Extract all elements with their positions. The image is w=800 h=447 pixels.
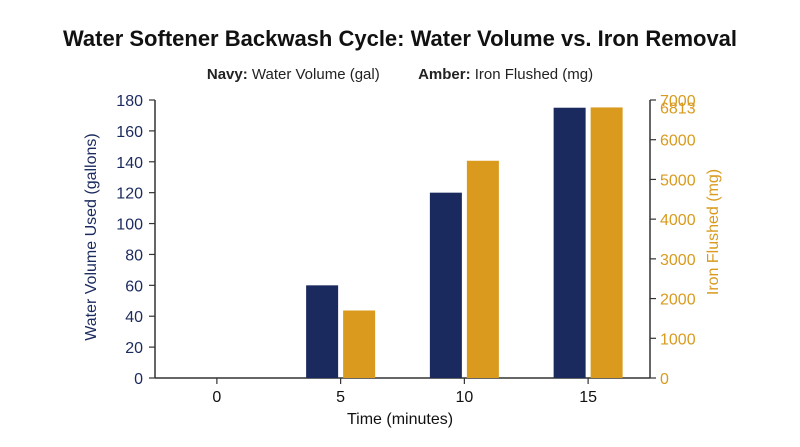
plot-area: 0204060801001201401601800100020003000400… xyxy=(116,93,695,406)
y-right-tick-label: 5000 xyxy=(660,172,696,189)
y-right-tick-label: 4000 xyxy=(660,212,696,229)
legend-label-iron: Iron Flushed (mg) xyxy=(474,66,594,83)
y-right-tick-label: 7000 xyxy=(660,93,696,110)
x-tick-label: 0 xyxy=(212,389,221,406)
y-left-tick-label: 20 xyxy=(125,340,143,357)
bar-water-volume xyxy=(306,285,339,378)
y-left-tick-label: 40 xyxy=(125,309,143,326)
x-axis-title: Time (minutes) xyxy=(347,411,453,428)
y-right-tick-label: 0 xyxy=(660,371,669,388)
legend-key-iron: Amber: xyxy=(418,66,471,83)
y-left-tick-label: 160 xyxy=(116,124,143,141)
y-right-annotation: 6813 xyxy=(660,100,696,117)
bar-iron-flushed xyxy=(466,160,499,378)
x-tick-label: 15 xyxy=(579,389,597,406)
y-left-tick-label: 100 xyxy=(116,217,143,234)
legend-key-volume: Navy: xyxy=(206,66,248,83)
y-left-tick-label: 80 xyxy=(125,247,143,264)
y-left-tick-label: 120 xyxy=(116,186,143,203)
y-right-tick-label: 6000 xyxy=(660,133,696,150)
y-axis-left-title: Water Volume Used (gallons) xyxy=(83,133,100,341)
y-right-tick-label: 2000 xyxy=(660,292,696,309)
bar-iron-flushed xyxy=(590,107,623,378)
y-right-tick-label: 1000 xyxy=(660,331,696,348)
x-tick-label: 5 xyxy=(336,389,345,406)
legend-label-volume: Water Volume (gal) xyxy=(251,66,380,83)
x-tick-label: 10 xyxy=(455,389,473,406)
y-left-tick-label: 180 xyxy=(116,93,143,110)
bar-water-volume xyxy=(553,107,586,378)
y-left-tick-label: 60 xyxy=(125,278,143,295)
chart-title: Water Softener Backwash Cycle: Water Vol… xyxy=(62,26,738,51)
chart-legend: Navy: Water Volume (gal) Amber: Iron Flu… xyxy=(0,66,800,83)
y-right-tick-label: 3000 xyxy=(660,252,696,269)
y-left-tick-label: 0 xyxy=(134,371,143,388)
bar-water-volume xyxy=(429,192,462,378)
y-left-tick-label: 140 xyxy=(116,155,143,172)
y-axis-right-title: Iron Flushed (mg) xyxy=(705,169,722,295)
bar-iron-flushed xyxy=(343,310,376,378)
